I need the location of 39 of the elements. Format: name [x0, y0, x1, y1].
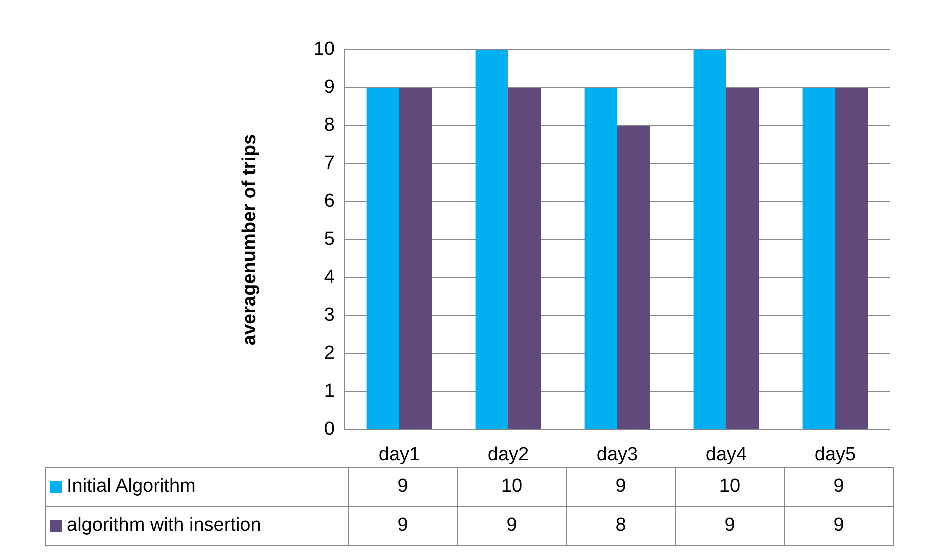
x-tick-label: day4 [706, 444, 748, 466]
data-label: 9 [566, 468, 676, 506]
x-tick-label: day5 [814, 444, 856, 466]
y-tick-label: 7 [324, 153, 335, 174]
y-tick-label: 8 [324, 115, 335, 136]
data-label: 9 [348, 506, 458, 546]
bar [508, 88, 542, 430]
bar [726, 88, 760, 430]
y-tick-label: 6 [324, 191, 335, 212]
y-tick-label: 3 [324, 305, 335, 326]
legend-label: Initial Algorithm [46, 468, 348, 506]
data-label: 9 [348, 468, 458, 506]
x-tick-label: day2 [488, 444, 530, 466]
data-label: 9 [458, 506, 566, 546]
bar [694, 50, 726, 430]
x-tick-label: day1 [378, 444, 420, 466]
y-tick-label: 0 [324, 419, 335, 440]
data-label: 8 [566, 506, 676, 546]
data-label: 9 [676, 506, 784, 546]
data-label: 9 [784, 468, 894, 506]
data-label: 10 [458, 468, 566, 506]
y-tick-label: 9 [324, 77, 335, 98]
bar [618, 126, 650, 430]
legend-label: algorithm with insertion [46, 506, 348, 546]
y-tick-label: 1 [324, 381, 335, 402]
y-tick-label: 5 [324, 229, 335, 250]
bar [476, 50, 508, 430]
data-label: 9 [784, 506, 894, 546]
bar [802, 88, 836, 430]
y-axis-title: averagenumber of trips [240, 134, 261, 346]
y-tick-label: 10 [314, 39, 335, 60]
y-tick-label: 2 [324, 343, 335, 364]
bar [584, 88, 618, 430]
y-tick-label: 4 [324, 267, 336, 288]
bar [400, 88, 432, 430]
bar [836, 88, 868, 430]
bar [366, 88, 400, 430]
x-tick-label: day3 [596, 444, 638, 466]
data-label: 10 [676, 468, 784, 506]
